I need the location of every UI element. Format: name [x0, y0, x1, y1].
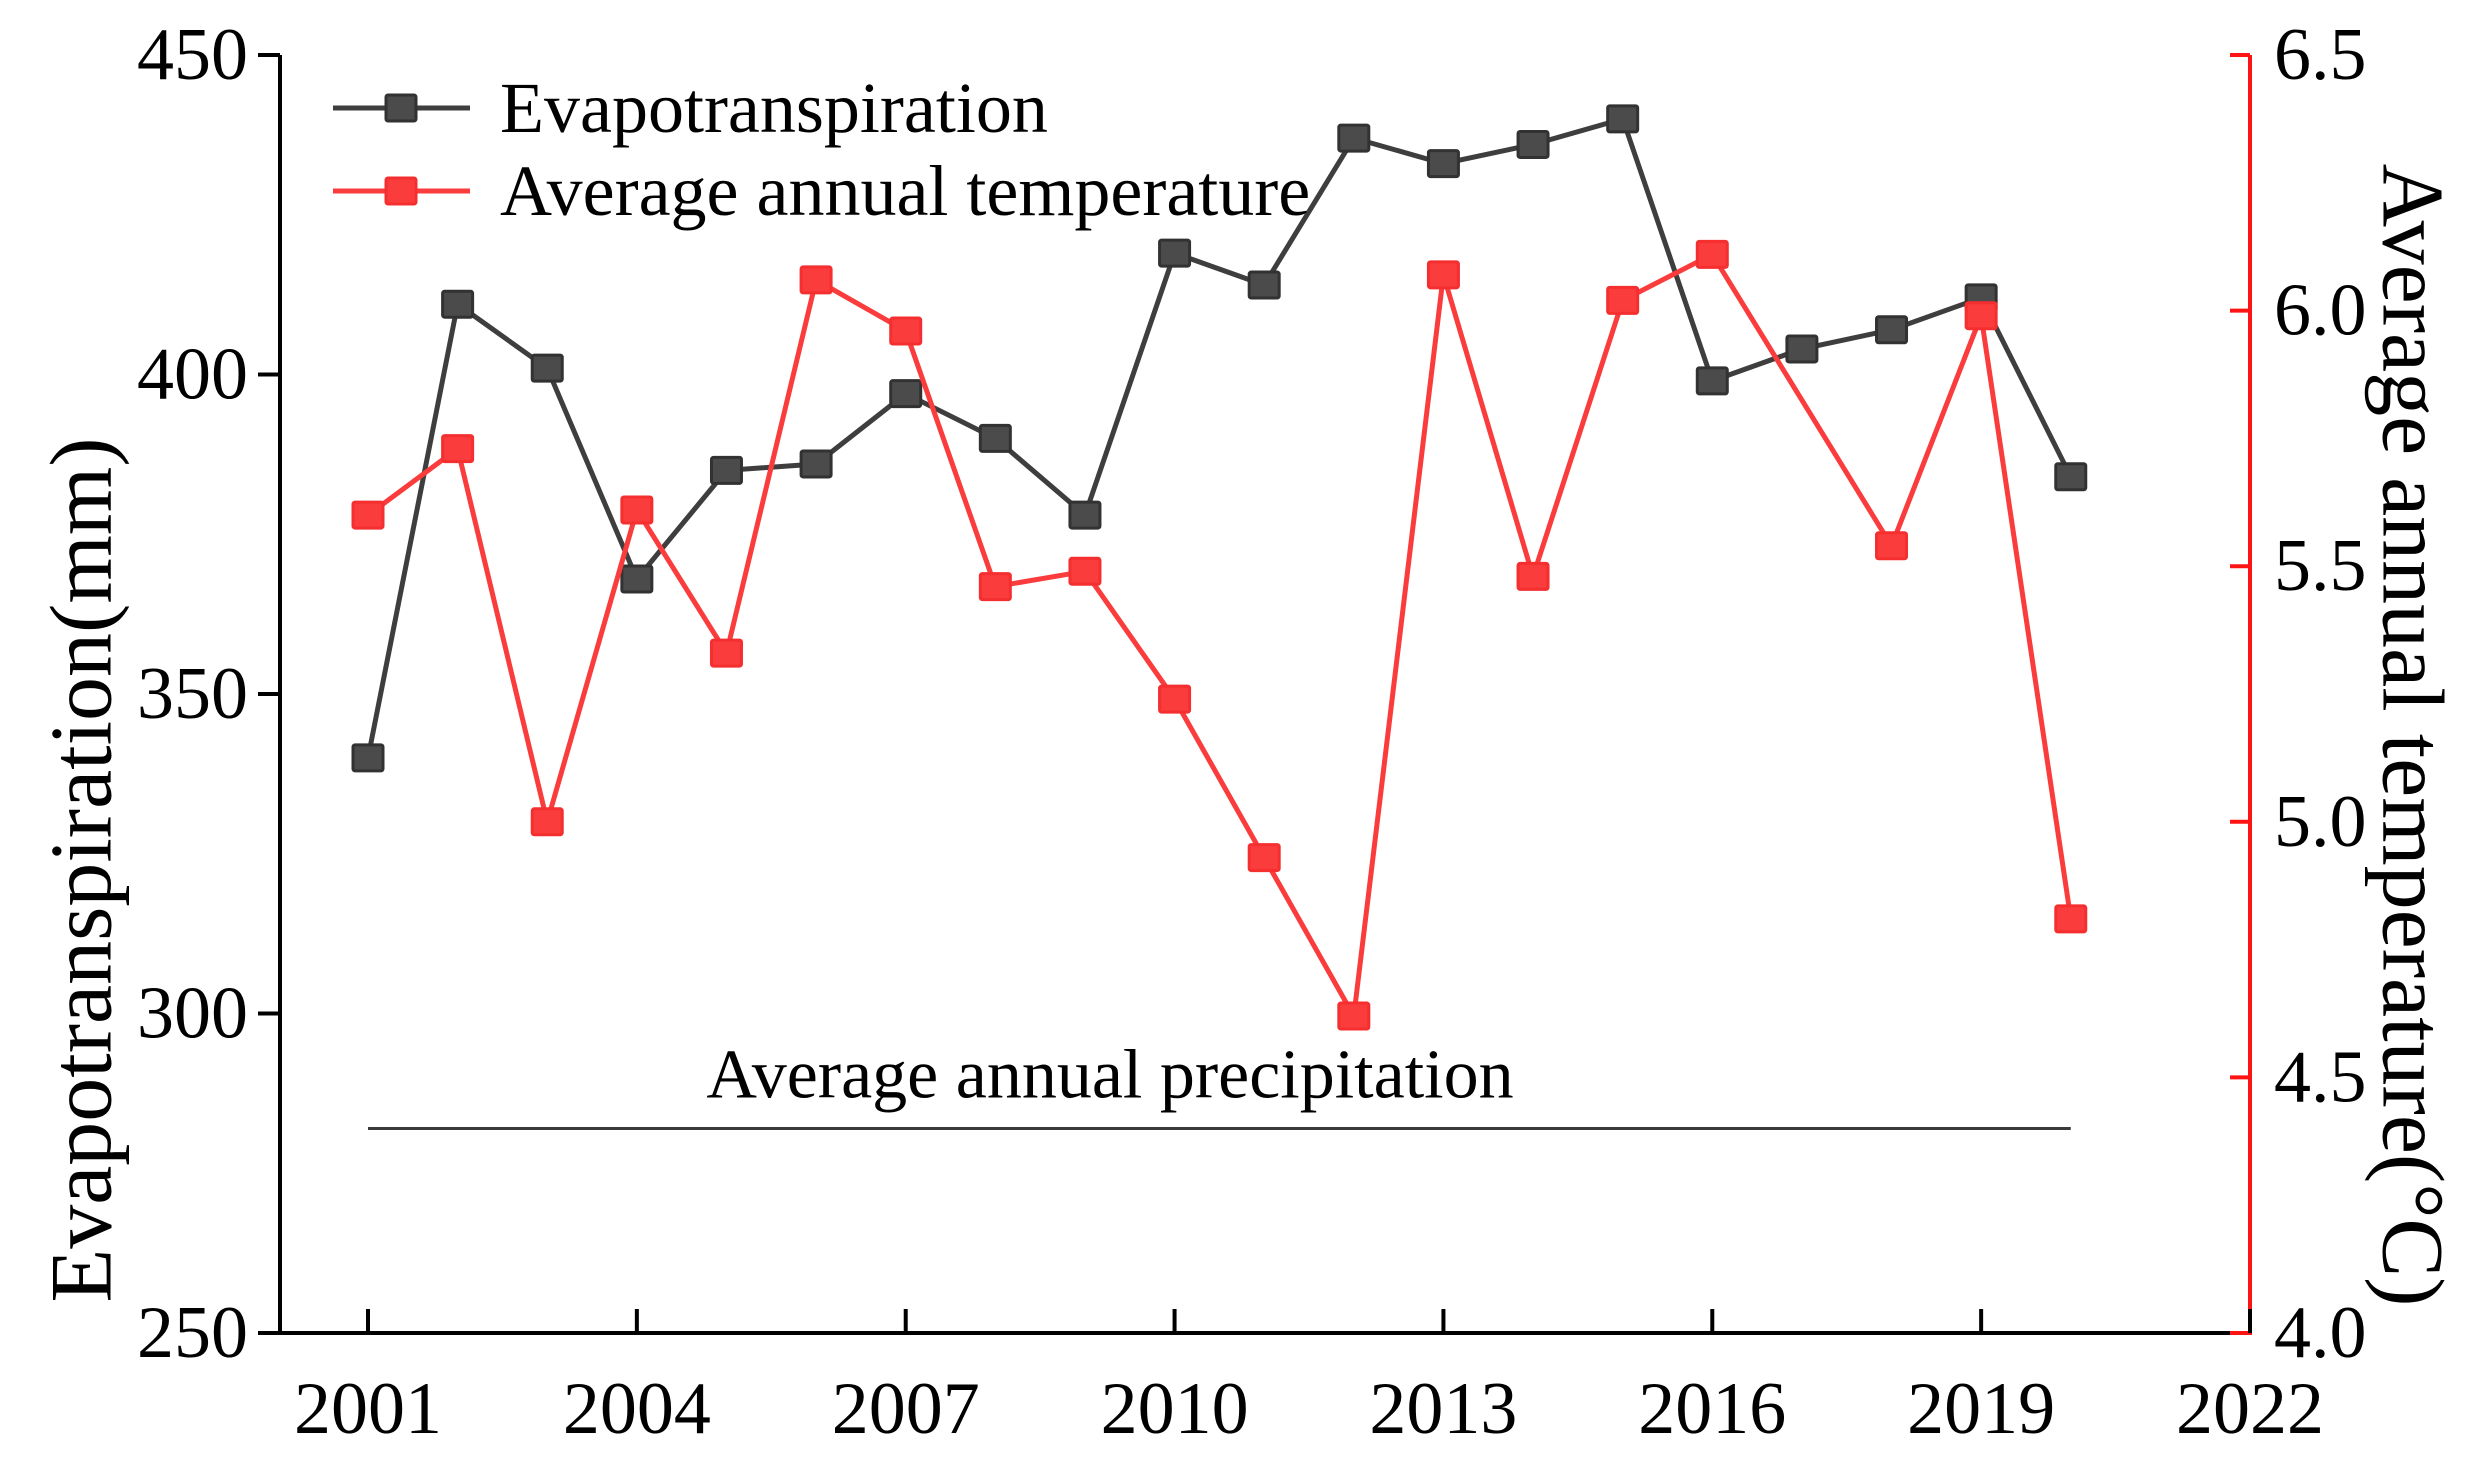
temperature-marker [620, 495, 654, 525]
temperature-marker [1516, 561, 1550, 591]
x-tick-label: 2004 [563, 1368, 711, 1450]
precipitation-label: Average annual precipitation [706, 1037, 1513, 1114]
temperature-marker [2054, 904, 2088, 934]
left-tick-label: 350 [137, 653, 248, 735]
temperature-marker [1426, 260, 1460, 290]
evapotranspiration-marker [1068, 500, 1102, 530]
left-tick-label: 300 [137, 973, 248, 1055]
evapotranspiration-marker [1606, 104, 1640, 134]
right-tick-label: 5.5 [2274, 525, 2367, 607]
evapotranspiration-marker [1785, 334, 1819, 364]
temperature-marker [441, 434, 475, 464]
temperature-marker [1964, 301, 1998, 331]
x-tick-label: 2022 [2176, 1368, 2324, 1450]
evapotranspiration-marker [978, 423, 1012, 453]
left-tick-label: 400 [137, 334, 248, 416]
temperature-marker [799, 265, 833, 295]
evapotranspiration-marker [620, 564, 654, 594]
x-tick-label: 2013 [1369, 1368, 1517, 1450]
right-tick-label: 5.0 [2274, 781, 2367, 863]
evapotranspiration-marker [1875, 315, 1909, 345]
axes-layer: 450 400 350 300 250 6.5 6.0 5.5 5.0 4.5 4.0 2001 200… [137, 14, 2367, 1450]
left-axis-title: Evapotranspiration(mm) [34, 437, 131, 1302]
left-tick-label: 450 [137, 14, 248, 96]
legend-label-temperature: Average annual temperature [500, 151, 1310, 231]
temperature-marker [351, 500, 385, 530]
evapotranspiration-marker [1247, 270, 1281, 300]
temperature-marker [978, 572, 1012, 602]
evapotranspiration-legend-marker [384, 93, 418, 123]
legend: Evapotranspiration Average annual temper… [333, 68, 1310, 231]
right-axis-title: Average annual temperature(°C) [2364, 164, 2461, 1307]
temperature-line [366, 251, 2074, 1019]
legend-item-evapotranspiration: Evapotranspiration [333, 68, 1048, 148]
right-tick-label: 6.5 [2274, 14, 2367, 96]
evapotranspiration-marker [1426, 149, 1460, 179]
temperature-marker [1875, 531, 1909, 561]
x-tick-label: 2007 [832, 1368, 980, 1450]
evapotranspiration-marker [1158, 238, 1192, 268]
evapotranspiration-marker [1337, 123, 1371, 153]
evapotranspiration-marker [441, 289, 475, 319]
x-tick-label: 2010 [1101, 1368, 1249, 1450]
temperature-marker [1068, 556, 1102, 586]
temperature-marker [1247, 843, 1281, 873]
evapotranspiration-marker [709, 455, 743, 485]
x-tick-label: 2019 [1907, 1368, 2055, 1450]
temperature-marker [709, 638, 743, 668]
temperature-marker [1695, 239, 1729, 269]
evapotranspiration-marker [799, 449, 833, 479]
evapotranspiration-marker [2054, 462, 2088, 492]
precipitation-annotation: Average annual precipitation [368, 1037, 2071, 1131]
temperature-marker [1158, 684, 1192, 714]
right-tick-label: 4.0 [2274, 1292, 2367, 1374]
temperature-marker [1337, 1001, 1371, 1031]
evapotranspiration-marker [530, 353, 564, 383]
temperature-marker [1606, 285, 1640, 315]
x-tick-label: 2016 [1638, 1368, 1786, 1450]
temperature-marker [889, 316, 923, 346]
legend-label-evapotranspiration: Evapotranspiration [500, 68, 1048, 148]
right-tick-label: 6.0 [2274, 270, 2367, 352]
series-layer [351, 104, 2088, 1031]
x-tick-label: 2001 [294, 1368, 442, 1450]
evapotranspiration-marker [889, 379, 923, 409]
temperature-legend-marker [384, 176, 418, 206]
temperature-marker [530, 807, 564, 837]
left-tick-label: 250 [137, 1292, 248, 1374]
right-tick-label: 4.5 [2274, 1036, 2367, 1118]
evapotranspiration-marker [1516, 129, 1550, 159]
evapotranspiration-marker [1695, 366, 1729, 396]
evapotranspiration-marker [351, 743, 385, 773]
legend-item-temperature: Average annual temperature [333, 151, 1310, 231]
